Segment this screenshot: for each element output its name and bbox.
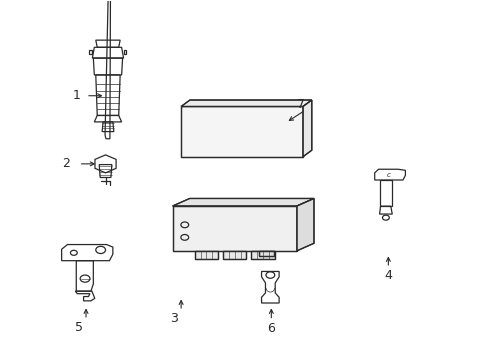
Polygon shape (194, 251, 218, 259)
Text: 5: 5 (75, 320, 82, 333)
Text: 7: 7 (296, 98, 304, 111)
Polygon shape (181, 107, 303, 157)
Polygon shape (259, 251, 273, 256)
Text: 1: 1 (72, 89, 80, 102)
Text: 3: 3 (169, 311, 177, 325)
Text: 4: 4 (384, 269, 391, 282)
Polygon shape (251, 251, 274, 259)
Polygon shape (296, 198, 313, 251)
Polygon shape (172, 206, 296, 251)
Polygon shape (172, 198, 313, 206)
Polygon shape (223, 251, 246, 259)
Text: 6: 6 (267, 322, 275, 335)
Polygon shape (181, 100, 311, 107)
Text: c: c (386, 172, 389, 177)
Polygon shape (303, 100, 311, 157)
Text: 2: 2 (62, 157, 70, 170)
